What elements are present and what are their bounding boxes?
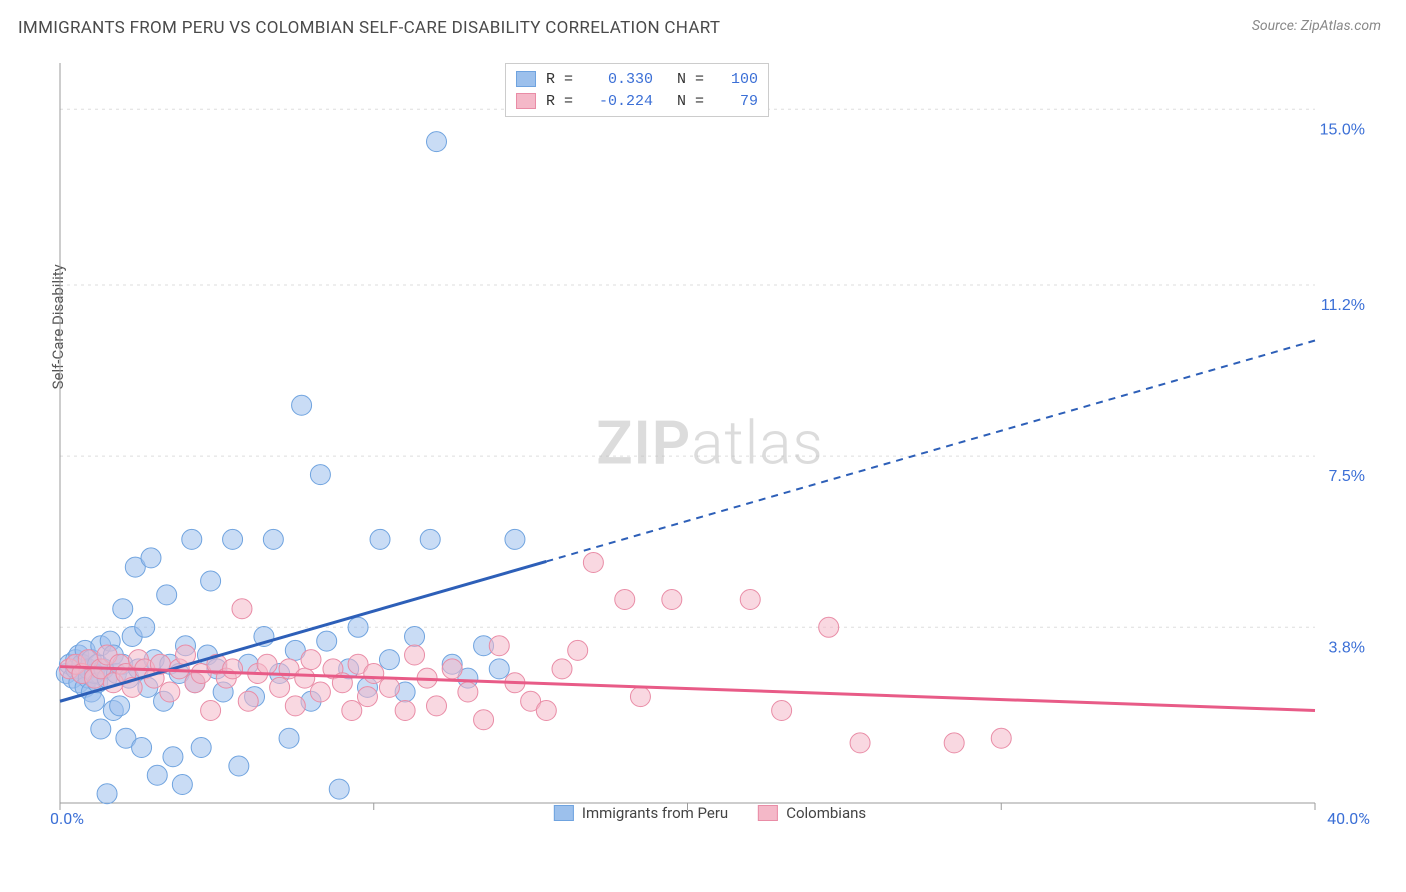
chart-area: Self-Care Disability 3.8%7.5%11.2%15.0% … [50, 58, 1370, 828]
x-axis-min-label: 0.0% [50, 809, 84, 828]
legend-label: Immigrants from Peru [582, 804, 728, 822]
legend-swatch [758, 805, 778, 821]
svg-text:7.5%: 7.5% [1329, 468, 1365, 485]
legend-stat-row: R =-0.224N =79 [516, 90, 758, 112]
series-legend: Immigrants from Peru Colombians [554, 804, 866, 822]
scatter-plot: 3.8% 7.5% 11.2% 15.0% [50, 58, 1370, 828]
correlation-legend: R =0.330N =100R =-0.224N =79 [505, 63, 769, 117]
chart-title: IMMIGRANTS FROM PERU VS COLOMBIAN SELF-C… [18, 18, 720, 38]
legend-swatch [554, 805, 574, 821]
legend-swatch [516, 93, 536, 109]
svg-text:3.8%: 3.8% [1329, 639, 1365, 656]
legend-item: Immigrants from Peru [554, 804, 728, 822]
legend-item: Colombians [758, 804, 866, 822]
legend-stat-row: R =0.330N =100 [516, 68, 758, 90]
legend-swatch [516, 71, 536, 87]
svg-text:15.0%: 15.0% [1320, 121, 1365, 138]
source-attribution: Source: ZipAtlas.com [1252, 18, 1381, 34]
svg-text:11.2%: 11.2% [1321, 297, 1365, 314]
x-axis-max-label: 40.0% [1327, 809, 1370, 828]
legend-label: Colombians [786, 804, 866, 822]
